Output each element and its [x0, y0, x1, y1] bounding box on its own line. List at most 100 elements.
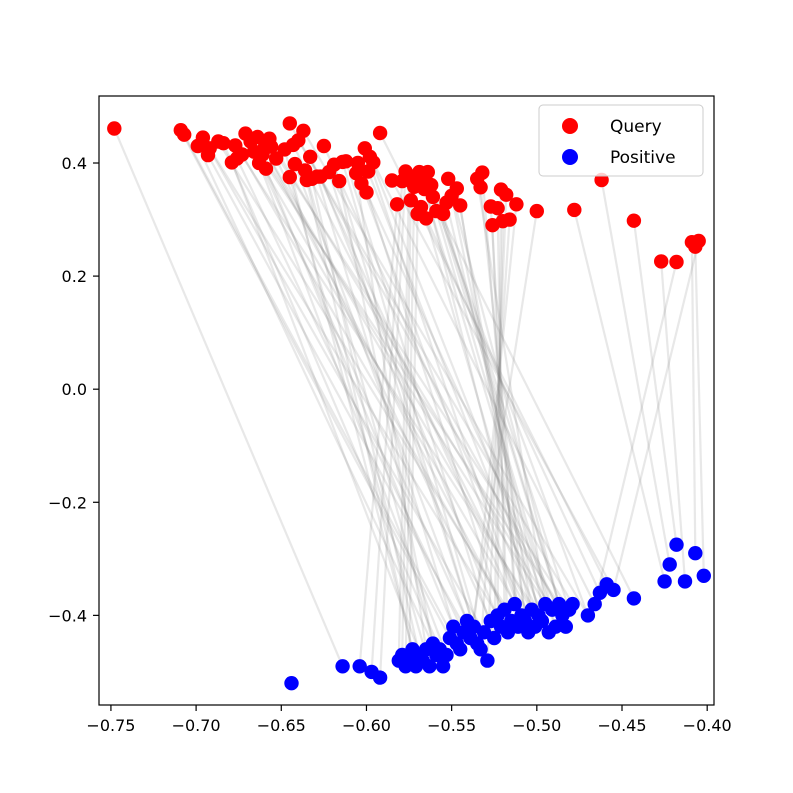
connector-line [694, 246, 705, 576]
query-point [107, 121, 122, 136]
y-tick-label: 0.0 [62, 380, 87, 399]
connector-line [338, 180, 434, 644]
connector-line [408, 213, 419, 661]
connector-line [367, 171, 550, 633]
query-point [296, 123, 311, 138]
legend-box [538, 104, 704, 177]
connector-line [355, 173, 428, 650]
y-tick-label: 0.2 [62, 267, 87, 286]
connector-line [288, 176, 431, 667]
connector-line [479, 187, 526, 622]
connector-line [275, 158, 492, 622]
query-point [654, 254, 669, 269]
y-tick-label: −0.2 [48, 493, 87, 512]
connector-line [496, 208, 506, 610]
query-point [195, 130, 211, 145]
connector-line [486, 194, 508, 661]
connector-line [253, 151, 526, 622]
connector-line [310, 178, 421, 656]
query-point [413, 199, 429, 215]
connector-line [258, 162, 448, 656]
connector-line [426, 171, 571, 611]
connector-line [431, 196, 589, 616]
connector-line [612, 240, 700, 591]
query-point [258, 161, 274, 176]
query-point [499, 187, 514, 202]
query-point [282, 169, 297, 185]
connector-line [365, 191, 567, 628]
positive-point [657, 574, 672, 589]
data-points [107, 116, 711, 691]
connector-line [234, 144, 540, 616]
query-point [529, 203, 544, 219]
query-point [475, 165, 490, 180]
legend: Query Positive [538, 104, 704, 177]
query-point [441, 171, 456, 186]
connector-line [207, 154, 472, 639]
connector-line [302, 130, 589, 616]
x-tick-label: −0.65 [257, 716, 306, 735]
connector-line [479, 219, 511, 650]
connector-line [268, 138, 554, 611]
connector-line [363, 147, 530, 633]
x-tick-label: −0.70 [172, 716, 221, 735]
connector-line [379, 171, 407, 678]
connector-line [179, 129, 451, 639]
connector-line [319, 176, 503, 628]
x-tick-label: −0.60 [342, 716, 391, 735]
positive-point [372, 670, 388, 685]
connector-line [447, 178, 561, 605]
connector-line [183, 134, 458, 645]
positive-point [335, 659, 350, 674]
query-point [250, 129, 265, 145]
x-tick-label: −0.75 [86, 716, 135, 735]
connector-line [368, 156, 557, 628]
connector-line [496, 189, 503, 616]
query-point [389, 197, 405, 212]
x-tick-label: −0.40 [683, 716, 732, 735]
connector-line [493, 221, 504, 639]
connector-line [113, 128, 344, 667]
query-point [453, 198, 468, 213]
query-point [669, 254, 684, 270]
connector-line [356, 162, 509, 633]
connector-line [196, 145, 445, 667]
positive-point [480, 653, 495, 668]
connector-line [316, 176, 462, 650]
connector-line [288, 122, 564, 616]
connector-line [401, 200, 412, 656]
connector-line [425, 218, 543, 622]
positive-point [507, 596, 522, 612]
connector-line [491, 225, 509, 633]
query-point [282, 116, 297, 131]
connector-line [430, 184, 564, 616]
positive-point [534, 613, 550, 629]
connector-line [244, 132, 560, 605]
connector-lines [113, 122, 705, 678]
connector-line [201, 137, 485, 633]
positive-point [558, 619, 573, 634]
query-point [366, 155, 381, 170]
connector-line [327, 171, 475, 628]
connector-line [476, 178, 547, 605]
query-point [473, 180, 488, 195]
connector-line [593, 261, 678, 605]
connector-line [304, 170, 438, 656]
connector-line [600, 179, 671, 565]
query-point [316, 138, 332, 154]
query-point [234, 147, 250, 162]
legend-marker-positive [562, 149, 578, 165]
connector-line [292, 144, 537, 628]
connector-line [459, 205, 530, 633]
connector-line [297, 139, 574, 605]
connector-line [256, 136, 533, 611]
connector-line [481, 172, 520, 627]
y-tick-label: −0.4 [48, 606, 87, 625]
connector-line [489, 206, 516, 605]
connector-line [423, 188, 557, 628]
positive-point [548, 619, 563, 634]
legend-label-positive: Positive [610, 148, 676, 168]
connector-line [421, 177, 537, 627]
positive-point [677, 574, 693, 589]
connector-line [469, 210, 538, 639]
